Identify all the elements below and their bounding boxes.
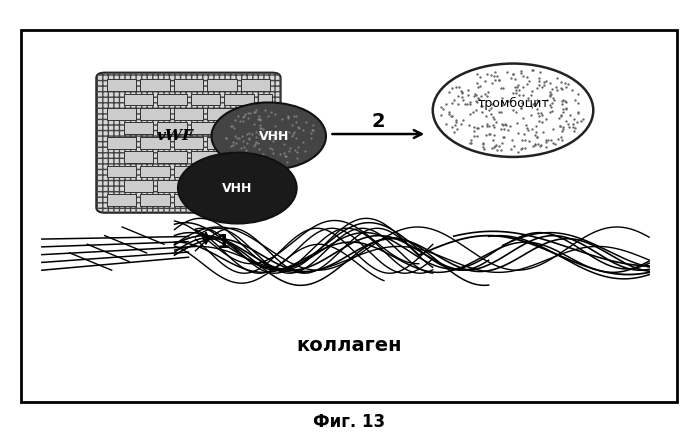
- Bar: [207, 137, 237, 149]
- Text: тромбоцит: тромбоцит: [477, 97, 549, 110]
- Ellipse shape: [433, 64, 593, 157]
- Bar: [107, 79, 136, 91]
- Bar: [107, 137, 136, 149]
- Bar: [174, 108, 203, 120]
- Bar: [258, 94, 272, 105]
- Text: Фиг. 13: Фиг. 13: [313, 413, 385, 430]
- Bar: [124, 180, 153, 192]
- FancyArrowPatch shape: [332, 130, 422, 138]
- Ellipse shape: [211, 103, 326, 170]
- Bar: [241, 165, 270, 178]
- Bar: [107, 194, 136, 206]
- Ellipse shape: [178, 152, 297, 223]
- Text: 1: 1: [216, 233, 230, 252]
- Bar: [241, 137, 270, 149]
- Text: VHH: VHH: [259, 130, 290, 143]
- Bar: [191, 94, 220, 105]
- Bar: [258, 151, 272, 163]
- FancyBboxPatch shape: [21, 30, 677, 402]
- Bar: [207, 194, 237, 206]
- FancyBboxPatch shape: [96, 73, 281, 213]
- Bar: [191, 151, 220, 163]
- Bar: [224, 180, 253, 192]
- Bar: [107, 165, 136, 178]
- Bar: [124, 94, 153, 105]
- Bar: [140, 137, 170, 149]
- Text: коллаген: коллаген: [296, 336, 402, 355]
- Bar: [174, 194, 203, 206]
- Bar: [107, 108, 136, 120]
- Bar: [157, 151, 186, 163]
- Bar: [191, 180, 220, 192]
- Bar: [191, 123, 220, 134]
- Bar: [224, 123, 253, 134]
- Bar: [157, 180, 186, 192]
- Bar: [174, 79, 203, 91]
- Bar: [224, 94, 253, 105]
- Bar: [124, 123, 153, 134]
- Bar: [207, 79, 237, 91]
- Bar: [124, 151, 153, 163]
- Text: vWF: vWF: [156, 129, 193, 143]
- Bar: [207, 165, 237, 178]
- Bar: [241, 79, 270, 91]
- Bar: [140, 108, 170, 120]
- Bar: [174, 137, 203, 149]
- Bar: [157, 94, 186, 105]
- Text: 2: 2: [371, 112, 385, 131]
- Bar: [157, 123, 186, 134]
- Bar: [140, 165, 170, 178]
- Text: VHH: VHH: [222, 181, 253, 194]
- Bar: [140, 194, 170, 206]
- Bar: [224, 151, 253, 163]
- Bar: [241, 194, 270, 206]
- Bar: [207, 108, 237, 120]
- Bar: [241, 108, 270, 120]
- Bar: [174, 165, 203, 178]
- Bar: [258, 123, 272, 134]
- Bar: [258, 180, 272, 192]
- Bar: [140, 79, 170, 91]
